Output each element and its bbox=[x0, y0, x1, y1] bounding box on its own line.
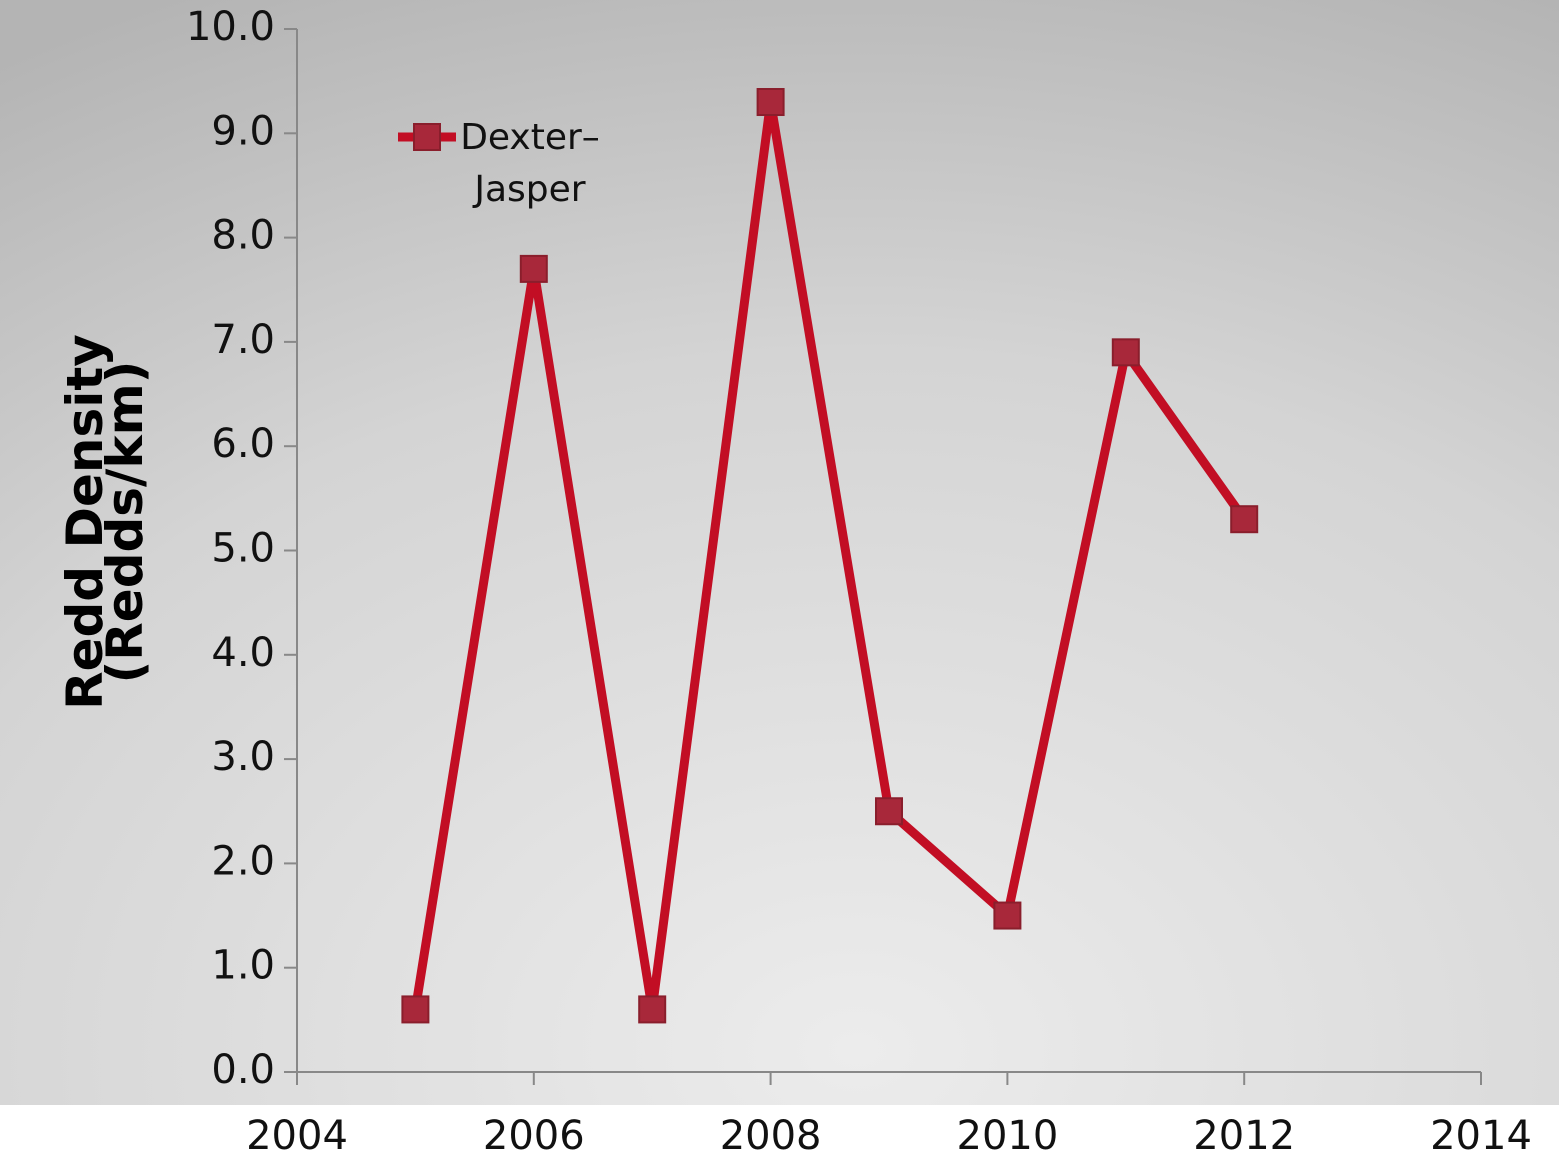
marker bbox=[519, 254, 548, 283]
legend-marker bbox=[413, 123, 441, 151]
y-tick-label: 2.0 bbox=[211, 838, 275, 884]
y-tick-label: 3.0 bbox=[211, 734, 275, 780]
y-tick-label: 8.0 bbox=[211, 213, 275, 259]
y-tick-label: 5.0 bbox=[211, 526, 275, 572]
y-axis-label: (Redds/km) bbox=[96, 360, 154, 684]
marker bbox=[401, 995, 430, 1024]
x-tick-label: 2008 bbox=[720, 1113, 822, 1159]
y-tick-label: 7.0 bbox=[211, 317, 275, 363]
background bbox=[0, 0, 1559, 1105]
x-tick-label: 2004 bbox=[246, 1113, 348, 1159]
series-line bbox=[410, 101, 1248, 1011]
background-strip bbox=[0, 1105, 1559, 1163]
legend-label: Dexter–Jasper bbox=[460, 117, 600, 210]
x-tick-label: 2010 bbox=[957, 1113, 1059, 1159]
x-tick-label: 2014 bbox=[1430, 1113, 1532, 1159]
x-tick-label: 2012 bbox=[1193, 1113, 1295, 1159]
marker bbox=[638, 995, 667, 1024]
marker bbox=[756, 88, 785, 117]
y-tick-label: 4.0 bbox=[211, 630, 275, 676]
y-tick-label: 0.0 bbox=[211, 1047, 275, 1093]
marker bbox=[1111, 338, 1140, 367]
y-tick-label: 10.0 bbox=[186, 4, 275, 50]
y-tick-label: 9.0 bbox=[211, 108, 275, 154]
x-tick-label: 2006 bbox=[483, 1113, 585, 1159]
marker bbox=[1230, 505, 1259, 534]
y-tick-label: 1.0 bbox=[211, 943, 275, 989]
y-tick-label: 6.0 bbox=[211, 421, 275, 467]
marker bbox=[875, 797, 903, 826]
marker bbox=[993, 901, 1022, 930]
